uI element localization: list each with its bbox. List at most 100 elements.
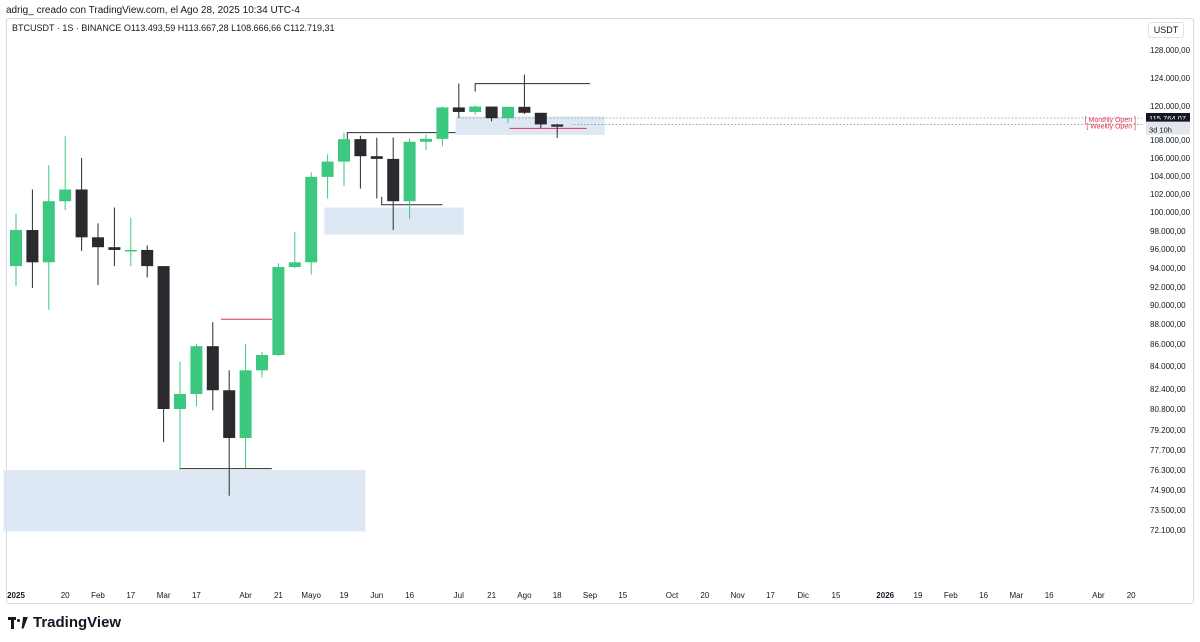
candle (370, 137, 383, 199)
chart-frame (6, 18, 1194, 604)
x-tick-label: 16 (405, 591, 414, 600)
candle (518, 74, 531, 114)
candle-body (256, 355, 268, 371)
brand-name: TradingView (33, 614, 122, 631)
tradingview-logo-icon (8, 616, 28, 629)
x-tick-label: Feb (91, 591, 105, 600)
y-tick-label: 77.700,00 (1150, 446, 1186, 455)
x-tick-label: Mar (157, 591, 171, 600)
x-tick-label: 18 (553, 591, 562, 600)
candle (239, 344, 252, 469)
demand-zone (324, 207, 464, 235)
candle (174, 361, 186, 470)
candle (10, 213, 22, 287)
candle (42, 165, 55, 310)
candle (26, 189, 39, 288)
y-tick-label: 74.900,00 (1150, 486, 1186, 495)
y-tick-label: 98.000,00 (1150, 227, 1186, 236)
candle-body (223, 390, 236, 438)
candle-body (354, 139, 367, 157)
candle-body (452, 107, 465, 112)
candle-body (141, 249, 154, 267)
candle (223, 370, 236, 496)
x-tick-label: 2026 (876, 591, 894, 600)
candle (141, 245, 154, 278)
y-tick-label: 86.000,00 (1150, 340, 1186, 349)
y-tick-label: 106.000,00 (1150, 154, 1191, 163)
price-label-bg (1146, 124, 1190, 135)
x-tick-label: Ago (517, 591, 532, 600)
candle-body (42, 201, 55, 263)
liquidity-bracket (381, 196, 443, 206)
candle (469, 105, 482, 115)
candle-body (26, 230, 39, 263)
y-tick-label: 84.000,00 (1150, 362, 1186, 371)
candle (403, 138, 416, 219)
y-tick-label: 108.000,00 (1150, 136, 1191, 145)
x-tick-label: 17 (766, 591, 775, 600)
candle (321, 154, 334, 199)
y-tick-label: 88.000,00 (1150, 320, 1186, 329)
x-tick-label: 19 (914, 591, 923, 600)
candle (452, 83, 465, 118)
symbol-legend: BTCUSDT · 1S · BINANCE O113.493,59 H113.… (12, 23, 335, 33)
candle (502, 106, 514, 123)
x-tick-label: 16 (1045, 591, 1054, 600)
liquidity-bracket (474, 83, 590, 92)
candle-body (551, 124, 564, 127)
candle (387, 137, 400, 231)
candle-body (485, 106, 498, 119)
y-tick-label: 94.000,00 (1150, 264, 1186, 273)
x-tick-label: Mar (1010, 591, 1024, 600)
candle (551, 123, 564, 139)
level-annotation: [ Monthly Open ] (1085, 117, 1136, 124)
price-label: 3d 10h (1149, 126, 1172, 135)
candle-body (321, 161, 334, 177)
candle (436, 106, 449, 147)
candle-body (387, 158, 400, 202)
candle (59, 136, 72, 211)
candle (157, 266, 170, 442)
x-tick-label: Jun (370, 591, 383, 600)
candle-body (518, 106, 531, 113)
x-tick-label: Oct (666, 591, 679, 600)
candle-body (305, 176, 318, 263)
x-tick-label: Dic (797, 591, 809, 600)
candle-body (502, 106, 514, 119)
candle (92, 223, 104, 286)
candle-body (534, 112, 547, 125)
candle (534, 112, 547, 129)
liquidity-bracket (179, 460, 272, 470)
candle-body (124, 249, 137, 252)
candle-body (436, 107, 449, 139)
x-tick-label: Sep (583, 591, 598, 600)
x-tick-label: Abr (1092, 591, 1105, 600)
candle-body (10, 230, 22, 267)
y-tick-label: 102.000,00 (1150, 190, 1191, 199)
candle (124, 217, 137, 267)
liquidity-bracket (346, 132, 456, 141)
x-tick-label: 19 (340, 591, 349, 600)
candle-body (59, 189, 72, 202)
candle (190, 344, 203, 407)
x-tick-label: 15 (832, 591, 841, 600)
level-annotation: [ Weekly Open ] (1086, 123, 1136, 130)
demand-zone (3, 470, 366, 532)
candle-body (403, 141, 416, 202)
candle-body (206, 346, 219, 391)
y-tick-label: 82.400,00 (1150, 385, 1186, 394)
candle (485, 106, 498, 122)
x-tick-label: 2025 (7, 591, 25, 600)
x-tick-label: 20 (61, 591, 70, 600)
currency-button[interactable]: USDT (1148, 22, 1184, 38)
x-tick-label: Mayo (301, 591, 321, 600)
price-label: 115.764,07 (1149, 114, 1186, 123)
y-tick-label: 92.000,00 (1150, 283, 1186, 292)
candle-body (272, 267, 285, 355)
candle-body (190, 346, 203, 394)
y-tick-label: 72.100,00 (1150, 526, 1186, 535)
x-tick-label: 20 (1127, 591, 1136, 600)
candle (305, 172, 318, 275)
y-tick-label: 73.500,00 (1150, 506, 1186, 515)
